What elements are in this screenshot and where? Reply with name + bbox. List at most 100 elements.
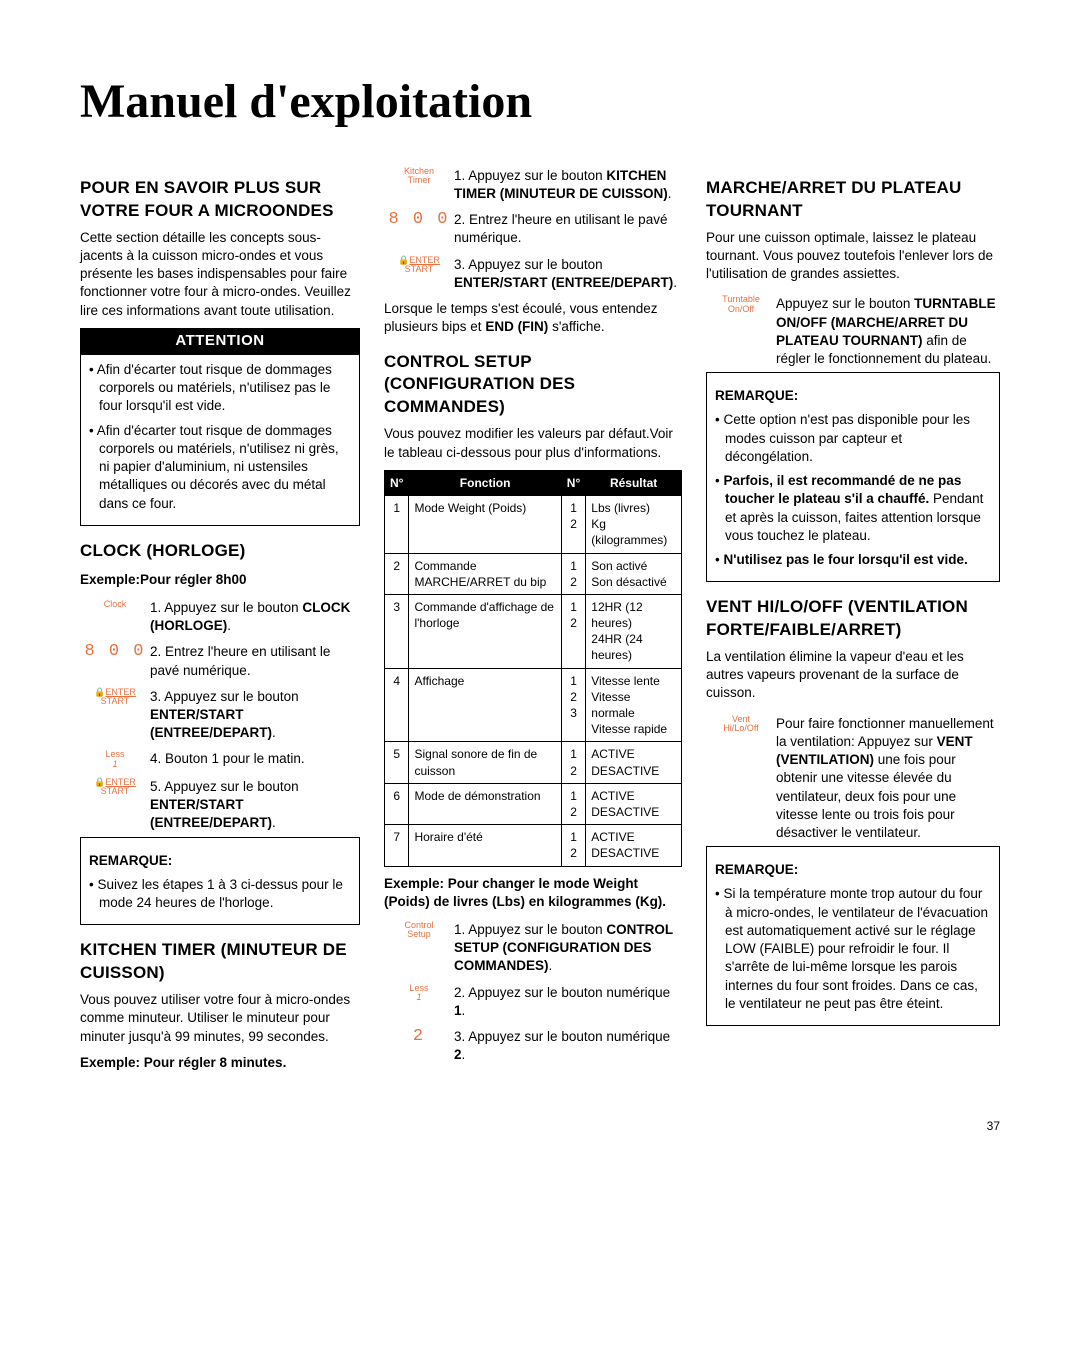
kt-steps: KitchenTimer 1. Appuyez sur le bouton KI… [384, 163, 682, 296]
table-row: 7Horaire d'été12ACTIVEDESACTIVE [385, 825, 682, 866]
clock-step-text: 5. Appuyez sur le bouton ENTER/START (EN… [150, 774, 360, 837]
clock-title: CLOCK (HORLOGE) [80, 540, 360, 563]
clock-btn-icon: Clock [80, 595, 150, 639]
table-row: 5Signal sonore de fin de cuisson12ACTIVE… [385, 742, 682, 783]
clock-step-text: 2. Entrez l'heure en utilisant le pavé n… [150, 639, 360, 683]
remarque-label: REMARQUE: [715, 861, 991, 879]
kitchen-timer-title: KITCHEN TIMER (MINUTEUR DE CUISSON) [80, 939, 360, 985]
kt-step-text: 1. Appuyez sur le bouton KITCHEN TIMER (… [454, 163, 682, 207]
table-cell: 12HR (12 heures)24HR (24 heures) [586, 594, 682, 668]
table-cell: 5 [385, 742, 409, 783]
vent-title: VENT HI/LO/OFF (VENTILATION FORTE/FAIBLE… [706, 596, 1000, 642]
cs-step-text: 2. Appuyez sur le bouton numérique 1. [454, 980, 682, 1024]
tt-steps: TurntableOn/Off Appuyez sur le bouton TU… [706, 291, 1000, 372]
attention-item: Afin d'écarter tout risque de dommages c… [89, 361, 351, 416]
tt-note-item: N'utilisez pas le four lorsqu'il est vid… [715, 551, 991, 569]
table-cell: 12 [561, 495, 585, 553]
control-setup-body: Vous pouvez modifier les valeurs par déf… [384, 425, 682, 461]
clock-step-text: 1. Appuyez sur le bouton CLOCK (HORLOGE)… [150, 595, 360, 639]
vent-note-box: REMARQUE: Si la température monte trop a… [706, 846, 1000, 1026]
table-cell: 12 [561, 553, 585, 594]
table-cell: 1 [385, 495, 409, 553]
cs-step-text: 3. Appuyez sur le bouton numérique 2. [454, 1024, 682, 1068]
attention-item: Afin d'écarter tout risque de dommages c… [89, 422, 351, 513]
control-setup-title: CONTROL SETUP (CONFIGURATION DES COMMAND… [384, 351, 682, 420]
table-row: 1Mode Weight (Poids)12Lbs (livres)Kg (ki… [385, 495, 682, 553]
table-cell: 12 [561, 742, 585, 783]
th-resultat: Résultat [586, 470, 682, 495]
column-2: KitchenTimer 1. Appuyez sur le bouton KI… [384, 163, 682, 1078]
table-cell: Signal sonore de fin de cuisson [409, 742, 561, 783]
kitchen-timer-body: Vous pouvez utiliser votre four à micro-… [80, 991, 360, 1046]
column-3: MARCHE/ARRET DU PLATEAU TOURNANT Pour un… [706, 163, 1000, 1078]
table-cell: ACTIVEDESACTIVE [586, 783, 682, 824]
enter-start-icon: ENTERSTART [384, 252, 454, 296]
table-cell: 6 [385, 783, 409, 824]
table-cell: Mode Weight (Poids) [409, 495, 561, 553]
less-1-icon: Less1 [80, 746, 150, 773]
content-columns: POUR EN SAVOIR PLUS SUR VOTRE FOUR A MIC… [80, 163, 1000, 1078]
page-title: Manuel d'exploitation [80, 70, 1000, 135]
table-cell: 3 [385, 594, 409, 668]
cs-step-text: 1. Appuyez sur le bouton CONTROL SETUP (… [454, 917, 682, 980]
clock-example: Exemple:Pour régler 8h00 [80, 571, 360, 589]
control-setup-icon: ControlSetup [384, 917, 454, 980]
kt-step-text: 2. Entrez l'heure en utilisant le pavé n… [454, 207, 682, 251]
attention-label: ATTENTION [80, 328, 360, 354]
clock-step-text: 3. Appuyez sur le bouton ENTER/START (EN… [150, 684, 360, 747]
table-cell: 4 [385, 668, 409, 742]
numeric-display-icon: 2 [384, 1024, 454, 1068]
table-cell: Commande MARCHE/ARRET du bip [409, 553, 561, 594]
table-row: 3Commande d'affichage de l'horloge1212HR… [385, 594, 682, 668]
kt-step-text: 3. Appuyez sur le bouton ENTER/START (EN… [454, 252, 682, 296]
numeric-display-icon: 8 0 0 [384, 207, 454, 251]
table-cell: Son activéSon désactivé [586, 553, 682, 594]
table-cell: Horaire d'été [409, 825, 561, 866]
table-cell: 123 [561, 668, 585, 742]
table-cell: ACTIVEDESACTIVE [586, 742, 682, 783]
th-fonction: Fonction [409, 470, 561, 495]
vent-step-text: Pour faire fonctionner manuellement la v… [776, 711, 1000, 847]
vent-body: La ventilation élimine la vapeur d'eau e… [706, 648, 1000, 703]
table-cell: 12 [561, 594, 585, 668]
table-cell: Commande d'affichage de l'horloge [409, 594, 561, 668]
vent-icon: VentHi/Lo/Off [706, 711, 776, 847]
tt-note-item: Parfois, il est recommandé de ne pas tou… [715, 472, 991, 545]
tt-step-text: Appuyez sur le bouton TURNTABLE ON/OFF (… [776, 291, 1000, 372]
kitchen-timer-icon: KitchenTimer [384, 163, 454, 207]
turntable-icon: TurntableOn/Off [706, 291, 776, 372]
clock-note-box: REMARQUE: Suivez les étapes 1 à 3 ci-des… [80, 837, 360, 926]
vent-note-item: Si la température monte trop autour du f… [715, 885, 991, 1013]
attention-box: Afin d'écarter tout risque de dommages c… [80, 354, 360, 526]
remarque-label: REMARQUE: [89, 852, 351, 870]
table-row: 4Affichage123Vitesse lenteVitesse normal… [385, 668, 682, 742]
clock-steps: Clock 1. Appuyez sur le bouton CLOCK (HO… [80, 595, 360, 837]
table-cell: 7 [385, 825, 409, 866]
table-cell: Lbs (livres)Kg (kilogrammes) [586, 495, 682, 553]
table-cell: 12 [561, 783, 585, 824]
sec-savoir-plus-body: Cette section détaille les concepts sous… [80, 229, 360, 320]
th-num: N° [385, 470, 409, 495]
turntable-title: MARCHE/ARRET DU PLATEAU TOURNANT [706, 177, 1000, 223]
clock-step-text: 4. Bouton 1 pour le matin. [150, 746, 360, 773]
table-cell: 2 [385, 553, 409, 594]
turntable-body: Pour une cuisson optimale, laissez le pl… [706, 229, 1000, 284]
column-1: POUR EN SAVOIR PLUS SUR VOTRE FOUR A MIC… [80, 163, 360, 1078]
less-1-icon: Less1 [384, 980, 454, 1024]
control-setup-table: N° Fonction N° Résultat 1Mode Weight (Po… [384, 470, 682, 867]
cs-example: Exemple: Pour changer le mode Weight (Po… [384, 875, 682, 911]
kt-after-text: Lorsque le temps s'est écoulé, vous ente… [384, 300, 682, 336]
table-cell: 12 [561, 825, 585, 866]
th-num2: N° [561, 470, 585, 495]
cs-steps: ControlSetup 1. Appuyez sur le bouton CO… [384, 917, 682, 1069]
table-cell: ACTIVEDESACTIVE [586, 825, 682, 866]
tt-note-item: Cette option n'est pas disponible pour l… [715, 411, 991, 466]
enter-start-icon: ENTERSTART [80, 774, 150, 837]
remarque-label: REMARQUE: [715, 387, 991, 405]
vent-steps: VentHi/Lo/Off Pour faire fonctionner man… [706, 711, 1000, 847]
table-cell: Mode de démonstration [409, 783, 561, 824]
kitchen-timer-example: Exemple: Pour régler 8 minutes. [80, 1054, 360, 1072]
enter-start-icon: ENTERSTART [80, 684, 150, 747]
table-cell: Vitesse lenteVitesse normaleVitesse rapi… [586, 668, 682, 742]
tt-note-box: REMARQUE: Cette option n'est pas disponi… [706, 372, 1000, 582]
